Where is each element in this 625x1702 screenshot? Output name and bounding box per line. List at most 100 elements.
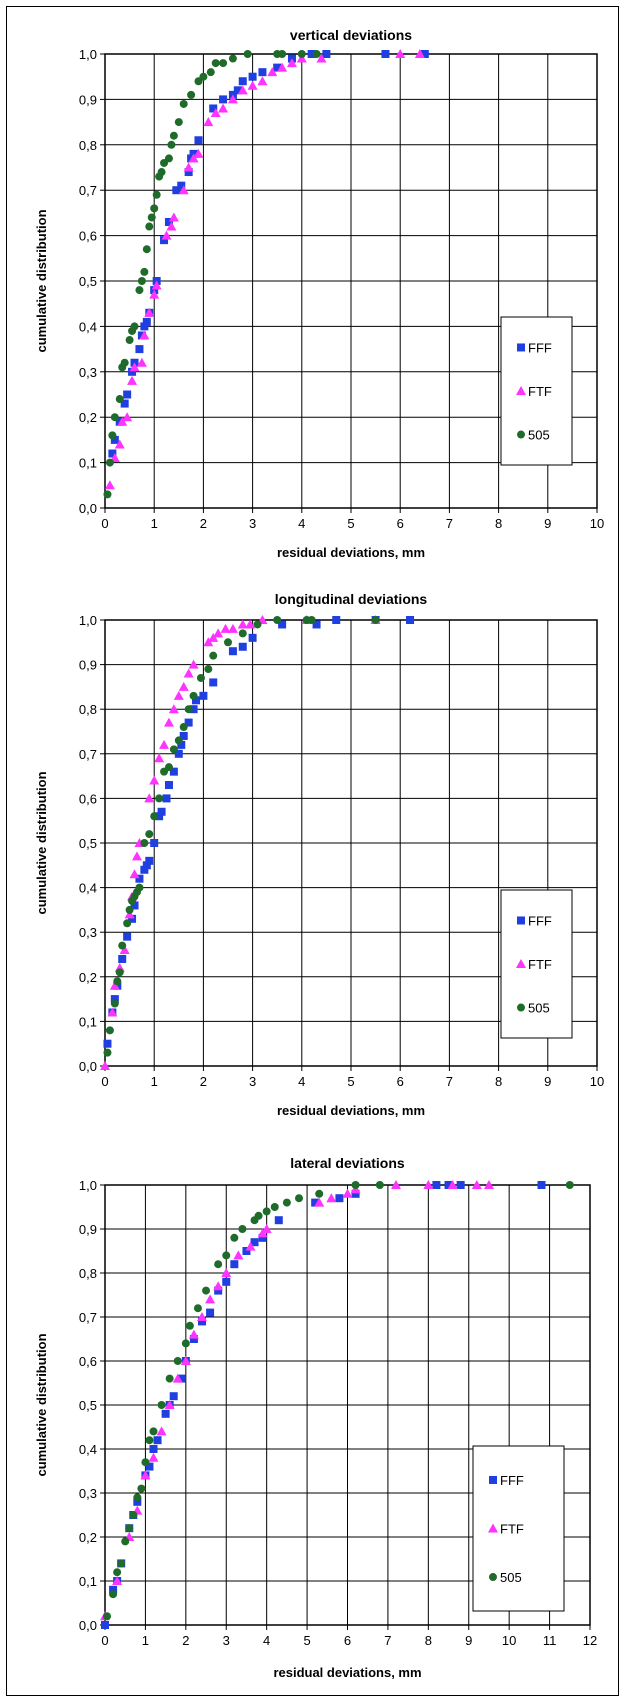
data-point-FFF <box>456 1181 465 1189</box>
data-point-505 <box>204 665 213 674</box>
y-tick-label: 1,0 <box>79 613 97 628</box>
data-point-505 <box>110 999 119 1008</box>
data-point-FFF <box>164 781 173 790</box>
data-point-FTF <box>164 1400 175 1409</box>
y-tick-label: 0,9 <box>79 1222 97 1237</box>
data-point-505 <box>181 1339 190 1348</box>
data-point-FFF <box>335 1194 344 1203</box>
x-tick-label: 0 <box>101 516 108 531</box>
data-point-505 <box>278 50 287 58</box>
data-point-FTF <box>286 58 297 68</box>
data-point-FFF <box>177 181 186 190</box>
data-point-FTF <box>168 704 179 714</box>
data-point-FTF <box>210 108 221 118</box>
data-point-505 <box>157 168 166 177</box>
data-point-FFF <box>199 691 208 700</box>
data-point-505 <box>130 322 139 331</box>
y-tick-label: 0,4 <box>79 1442 97 1457</box>
data-point-FFF <box>209 104 218 113</box>
data-point-FTF <box>237 85 248 95</box>
data-point-FTF <box>193 148 204 158</box>
legend-marker-505 <box>489 1573 497 1582</box>
data-point-505 <box>262 1207 271 1216</box>
data-point-505 <box>113 977 122 986</box>
data-point-FFF <box>420 50 429 58</box>
data-point-FTF <box>166 221 177 231</box>
data-point-FFF <box>135 345 144 354</box>
y-tick-label: 0,3 <box>79 365 97 380</box>
data-point-FFF <box>140 865 149 874</box>
data-point-505 <box>149 1427 158 1436</box>
data-point-FFF <box>118 954 127 963</box>
data-point-505 <box>254 1211 263 1220</box>
y-axis-label: cumulative distribution <box>34 209 49 352</box>
data-point-505 <box>219 59 228 68</box>
data-point-FTF <box>149 289 160 299</box>
data-point-505 <box>282 1198 291 1207</box>
legend-box <box>500 316 573 466</box>
y-tick-label: 0,0 <box>79 501 97 516</box>
data-point-FFF <box>322 50 331 58</box>
legend-marker-505 <box>517 430 525 439</box>
x-tick-label: 8 <box>425 1633 432 1648</box>
data-point-505 <box>224 638 232 647</box>
y-tick-label: 0,0 <box>79 1059 97 1074</box>
data-point-FFF <box>184 718 193 727</box>
data-point-FTF <box>221 1268 232 1277</box>
legend-marker-505 <box>517 1003 525 1012</box>
y-tick-label: 0,2 <box>79 410 97 425</box>
y-tick-label: 0,9 <box>79 92 97 107</box>
x-tick-label: 6 <box>397 516 404 531</box>
x-tick-label: 5 <box>303 1633 310 1648</box>
data-point-FFF <box>177 1374 186 1383</box>
data-point-FTF <box>122 412 133 422</box>
data-point-FTF <box>316 53 327 63</box>
data-point-FFF <box>432 1181 441 1189</box>
data-point-FFF <box>248 72 257 81</box>
data-point-505 <box>103 1048 112 1057</box>
data-point-505 <box>147 213 156 222</box>
data-point-FTF <box>227 623 238 633</box>
data-point-FFF <box>238 77 247 86</box>
data-point-505 <box>121 1537 130 1546</box>
legend-marker-FTF <box>516 386 526 395</box>
x-tick-label: 11 <box>543 1633 557 1648</box>
data-point-505 <box>164 154 173 163</box>
data-point-FFF <box>209 678 218 687</box>
data-point-FTF <box>414 49 425 58</box>
data-point-FFF <box>258 1233 267 1242</box>
x-tick-label: 9 <box>465 1633 472 1648</box>
data-point-505 <box>164 763 173 772</box>
data-point-FTF <box>218 103 229 113</box>
data-point-FFF <box>537 1181 546 1189</box>
x-tick-label: 2 <box>200 516 207 531</box>
y-tick-label: 0,6 <box>79 791 97 806</box>
x-tick-label: 9 <box>544 516 551 531</box>
data-point-505 <box>307 616 316 624</box>
data-point-FTF <box>205 1294 216 1304</box>
data-point-505 <box>145 830 154 839</box>
data-point-FTF <box>127 375 138 385</box>
data-point-FFF <box>312 620 321 629</box>
data-point-FTF <box>483 1180 494 1189</box>
data-point-FTF <box>203 117 214 127</box>
data-point-FFF <box>169 1392 178 1401</box>
data-point-FTF <box>247 80 258 90</box>
data-point-FFF <box>228 647 237 656</box>
data-point-FTF <box>178 185 189 195</box>
chart-title: lateral deviations <box>290 1155 405 1171</box>
data-point-505 <box>140 267 149 276</box>
data-point-FFF <box>150 839 159 847</box>
series-505 <box>103 616 380 1057</box>
data-point-FFF <box>179 731 188 740</box>
x-tick-label: 7 <box>446 516 453 531</box>
x-tick-label: 8 <box>495 516 502 531</box>
data-point-505 <box>142 245 151 254</box>
data-point-FFF <box>161 1409 170 1418</box>
x-axis-label: residual deviations, mm <box>277 1103 425 1118</box>
data-point-FFF <box>198 1317 206 1326</box>
data-point-505 <box>108 431 117 440</box>
legend: FFF FTF 505 <box>500 889 573 1039</box>
y-tick-label: 0,3 <box>79 1486 97 1501</box>
